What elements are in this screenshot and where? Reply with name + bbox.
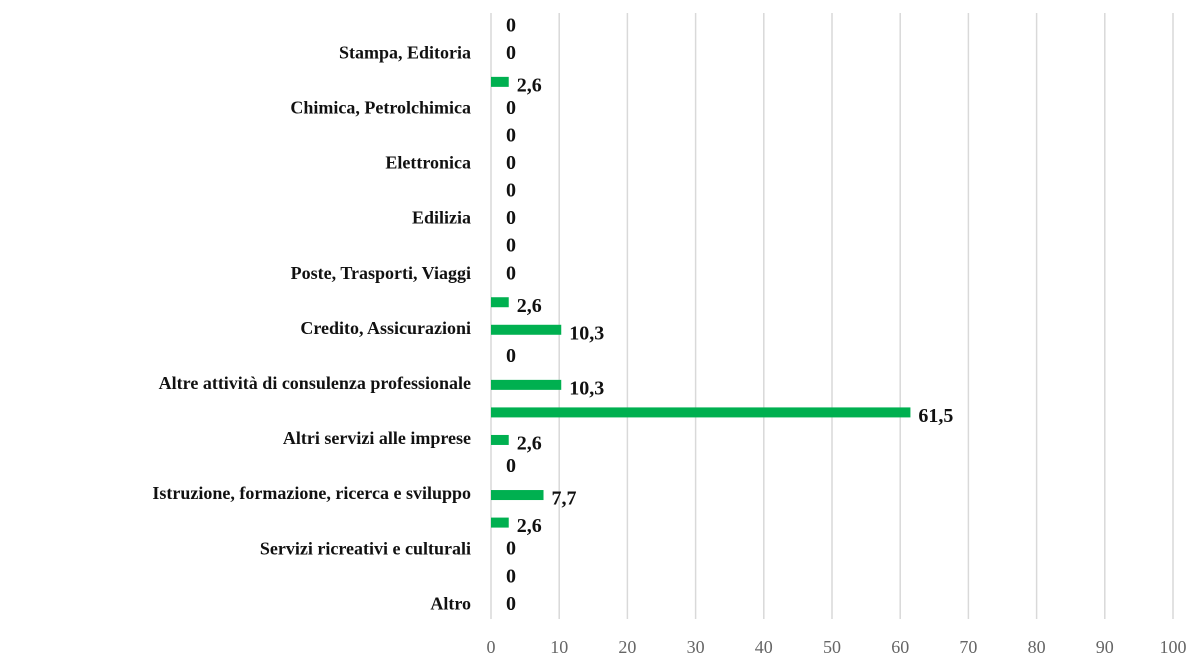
x-tick-label: 70 (959, 637, 977, 657)
value-label: 0 (506, 42, 516, 64)
x-tick-label: 20 (618, 637, 636, 657)
value-label: 0 (506, 207, 516, 229)
y-tick-label: Altri servizi alle imprese (283, 428, 471, 448)
bar (491, 76, 509, 87)
bar (491, 297, 509, 308)
value-label: 0 (506, 97, 516, 119)
value-label: 2,6 (517, 433, 542, 455)
value-label: 0 (506, 235, 516, 257)
value-label: 0 (506, 593, 516, 615)
value-label: 0 (506, 262, 516, 284)
y-tick-label: Edilizia (412, 208, 471, 228)
x-tick-label: 80 (1028, 637, 1046, 657)
value-label: 0 (506, 125, 516, 147)
y-tick-label: Istruzione, formazione, ricerca e svilup… (152, 483, 471, 503)
value-label: 0 (506, 455, 516, 477)
bar (491, 434, 509, 445)
x-tick-label: 90 (1096, 637, 1114, 657)
y-tick-label: Credito, Assicurazioni (300, 318, 471, 338)
x-tick-label: 10 (550, 637, 568, 657)
value-label: 0 (506, 538, 516, 560)
x-tick-label: 0 (487, 637, 496, 657)
y-tick-label: Chimica, Petrolchimica (290, 98, 471, 118)
bar (491, 490, 544, 501)
bar (491, 517, 509, 528)
y-tick-label: Altre attività di consulenza professiona… (159, 373, 471, 393)
value-label: 2,6 (517, 74, 542, 96)
x-tick-label: 60 (891, 637, 909, 657)
bar (491, 324, 562, 335)
bar (491, 379, 562, 390)
y-tick-label: Altro (430, 593, 471, 613)
value-label: 10,3 (569, 322, 604, 344)
x-tick-label: 30 (687, 637, 705, 657)
value-label: 2,6 (517, 295, 542, 317)
value-label: 61,5 (918, 405, 953, 427)
x-tick-label: 40 (755, 637, 773, 657)
y-tick-label: Servizi ricreativi e culturali (260, 538, 471, 558)
y-tick-label: Poste, Trasporti, Viaggi (291, 263, 471, 283)
y-tick-label: Stampa, Editoria (339, 42, 471, 62)
value-label: 0 (506, 180, 516, 202)
value-label: 0 (506, 565, 516, 587)
x-tick-label: 50 (823, 637, 841, 657)
value-label: 2,6 (517, 515, 542, 537)
value-label: 0 (506, 345, 516, 367)
value-label: 0 (506, 14, 516, 36)
y-tick-label: Elettronica (385, 153, 471, 173)
value-label: 7,7 (552, 488, 577, 510)
value-label: 0 (506, 152, 516, 174)
value-label: 10,3 (569, 377, 604, 399)
bar (491, 407, 911, 418)
x-tick-label: 100 (1160, 637, 1187, 657)
